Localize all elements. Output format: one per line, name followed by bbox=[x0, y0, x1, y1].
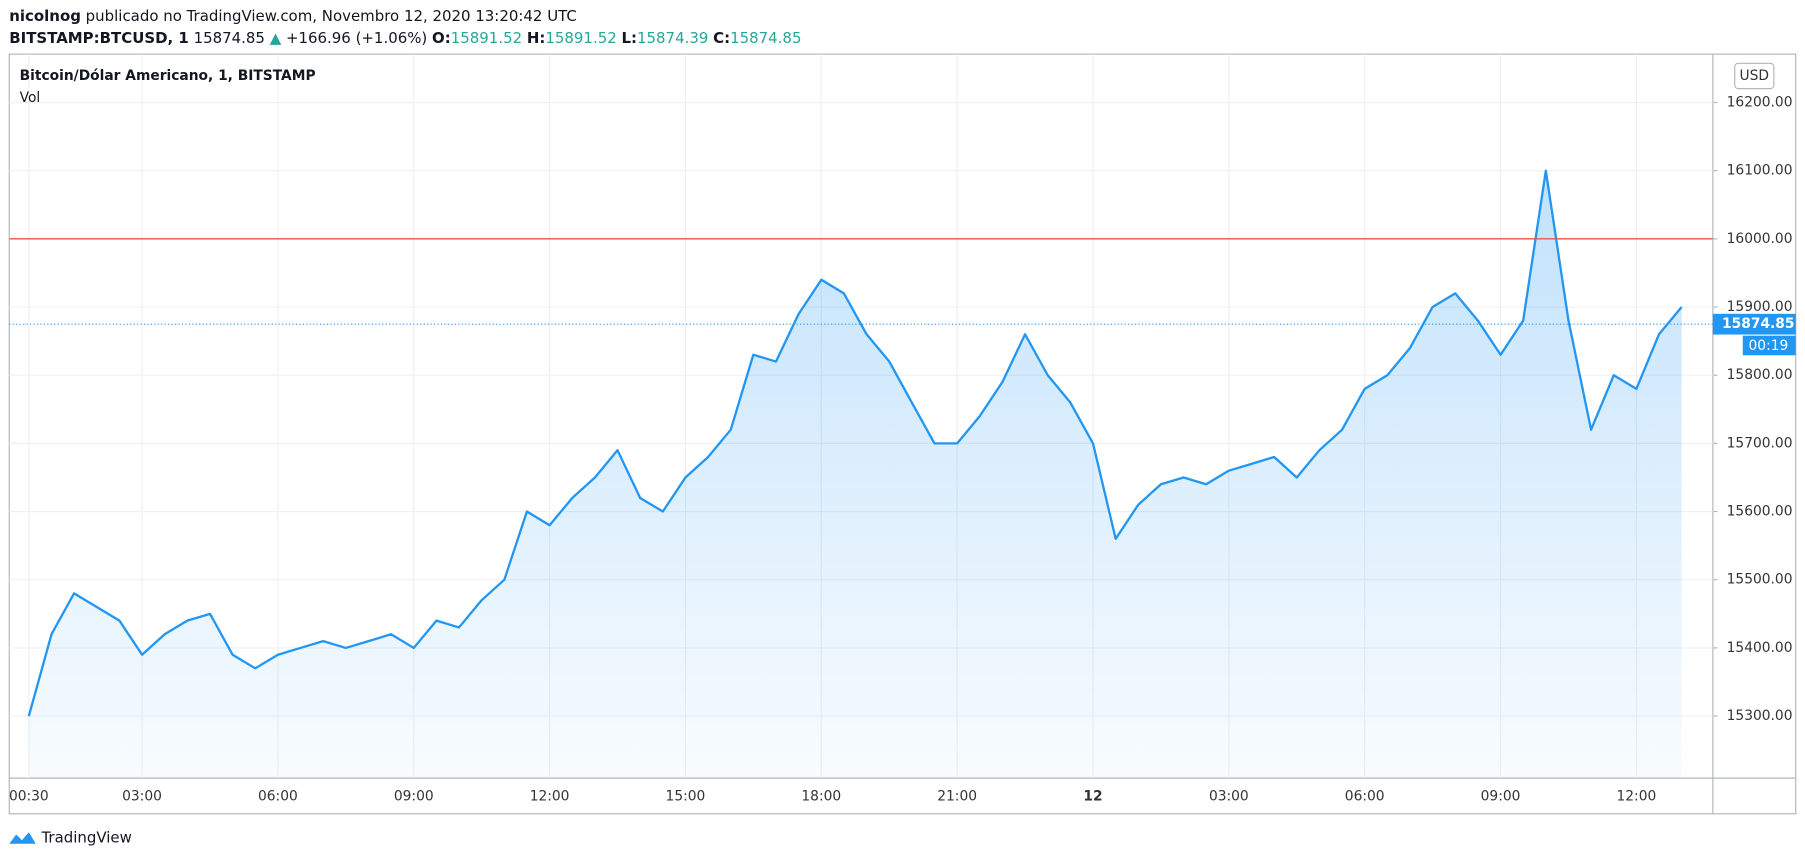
x-tick-label: 15:00 bbox=[666, 789, 706, 805]
y-tick-label: 15900.00 bbox=[1727, 299, 1793, 315]
ticker-line: BITSTAMP:BTCUSD, 1 15874.85 ▲ +166.96 (+… bbox=[9, 28, 801, 46]
o: 15891.52 bbox=[451, 28, 522, 46]
published: publicado no TradingView.com, Novembro 1… bbox=[86, 7, 577, 25]
x-tick-label: 21:00 bbox=[937, 789, 977, 805]
y-tick-label: 15600.00 bbox=[1727, 504, 1793, 520]
volume-label: Vol bbox=[20, 90, 41, 106]
price-line bbox=[27, 169, 1683, 717]
area-fill bbox=[28, 170, 1682, 779]
y-tick-label: 15800.00 bbox=[1727, 367, 1793, 383]
y-tick-label: 15700.00 bbox=[1727, 435, 1793, 451]
x-tick-label: 18:00 bbox=[801, 789, 841, 805]
o-label: O: bbox=[432, 28, 451, 46]
x-tick-label: 09:00 bbox=[1481, 789, 1521, 805]
brand: TradingView bbox=[41, 828, 132, 846]
x-tick-label: 09:00 bbox=[394, 789, 434, 805]
x-tick-label: 00:30 bbox=[9, 789, 49, 805]
legend: Bitcoin/Dólar Americano, 1, BITSTAMP bbox=[20, 68, 316, 84]
y-tick-label: 15300.00 bbox=[1727, 708, 1793, 724]
l: 15874.39 bbox=[637, 28, 708, 46]
change: +166.96 (+1.06%) bbox=[286, 28, 427, 46]
y-tick-label: 16000.00 bbox=[1727, 231, 1793, 247]
y-tick-label: 16200.00 bbox=[1727, 95, 1793, 111]
currency-button[interactable] bbox=[1734, 62, 1775, 90]
last-price-box bbox=[1712, 313, 1796, 335]
brand-logo bbox=[9, 832, 36, 844]
x-tick-label: 03:00 bbox=[1209, 789, 1249, 805]
x-tick-label: 12 bbox=[1083, 789, 1102, 805]
x-tick-label: 03:00 bbox=[122, 789, 162, 805]
x-tick-label: 12:00 bbox=[530, 789, 570, 805]
x-tick-label: 06:00 bbox=[1345, 789, 1385, 805]
l-label: L: bbox=[622, 28, 638, 46]
frame bbox=[8, 53, 1797, 815]
price: 15874.85 bbox=[194, 28, 265, 46]
arrow: ▲ bbox=[270, 28, 282, 46]
c: 15874.85 bbox=[730, 28, 801, 46]
y-tick-label: 16100.00 bbox=[1727, 163, 1793, 179]
symbol: BITSTAMP:BTCUSD, 1 bbox=[9, 28, 189, 46]
y-tick-label: 15500.00 bbox=[1727, 572, 1793, 588]
c-label: C: bbox=[713, 28, 730, 46]
author-name: nicolnog bbox=[9, 7, 81, 25]
y-tick-label: 15400.00 bbox=[1727, 640, 1793, 656]
h: 15891.52 bbox=[545, 28, 616, 46]
countdown-box bbox=[1742, 335, 1796, 356]
x-tick-label: 12:00 bbox=[1617, 789, 1657, 805]
x-tick-label: 06:00 bbox=[258, 789, 298, 805]
currency[interactable]: USD bbox=[1740, 68, 1769, 84]
countdown: 00:19 bbox=[1749, 338, 1789, 354]
author: nicolnog publicado no TradingView.com, N… bbox=[9, 7, 577, 25]
h-label: H: bbox=[527, 28, 546, 46]
last-price-label: 15874.85 bbox=[1722, 316, 1794, 332]
